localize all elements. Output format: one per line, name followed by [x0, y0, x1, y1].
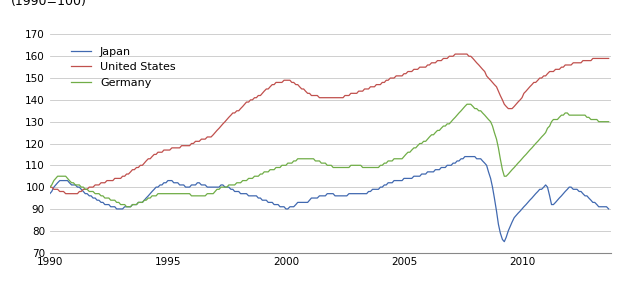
Line: Germany: Germany: [50, 104, 609, 207]
United States: [440, 57, 447, 60]
Japan: [437, 166, 445, 169]
Germany: [464, 102, 471, 106]
United States: [62, 192, 69, 195]
Japan: [512, 214, 520, 217]
Germany: [398, 157, 406, 160]
Germany: [46, 185, 54, 189]
Japan: [302, 201, 309, 204]
Germany: [605, 120, 612, 123]
Germany: [333, 166, 341, 169]
United States: [333, 96, 341, 99]
Text: (1990=100): (1990=100): [11, 0, 87, 8]
Japan: [461, 155, 468, 158]
United States: [304, 92, 312, 95]
Germany: [512, 164, 520, 167]
United States: [605, 57, 612, 60]
Japan: [500, 240, 508, 243]
Japan: [331, 194, 339, 197]
Germany: [143, 199, 150, 202]
United States: [452, 52, 459, 56]
Line: Japan: Japan: [50, 157, 609, 242]
Japan: [46, 192, 54, 195]
Germany: [304, 157, 312, 160]
Germany: [123, 205, 130, 208]
Japan: [141, 199, 148, 202]
Line: United States: United States: [50, 54, 609, 194]
United States: [512, 102, 520, 106]
Germany: [440, 124, 447, 128]
Japan: [396, 179, 404, 182]
United States: [398, 74, 406, 77]
United States: [46, 185, 54, 189]
Japan: [605, 207, 612, 211]
United States: [143, 159, 150, 163]
Legend: Japan, United States, Germany: Japan, United States, Germany: [67, 42, 180, 92]
